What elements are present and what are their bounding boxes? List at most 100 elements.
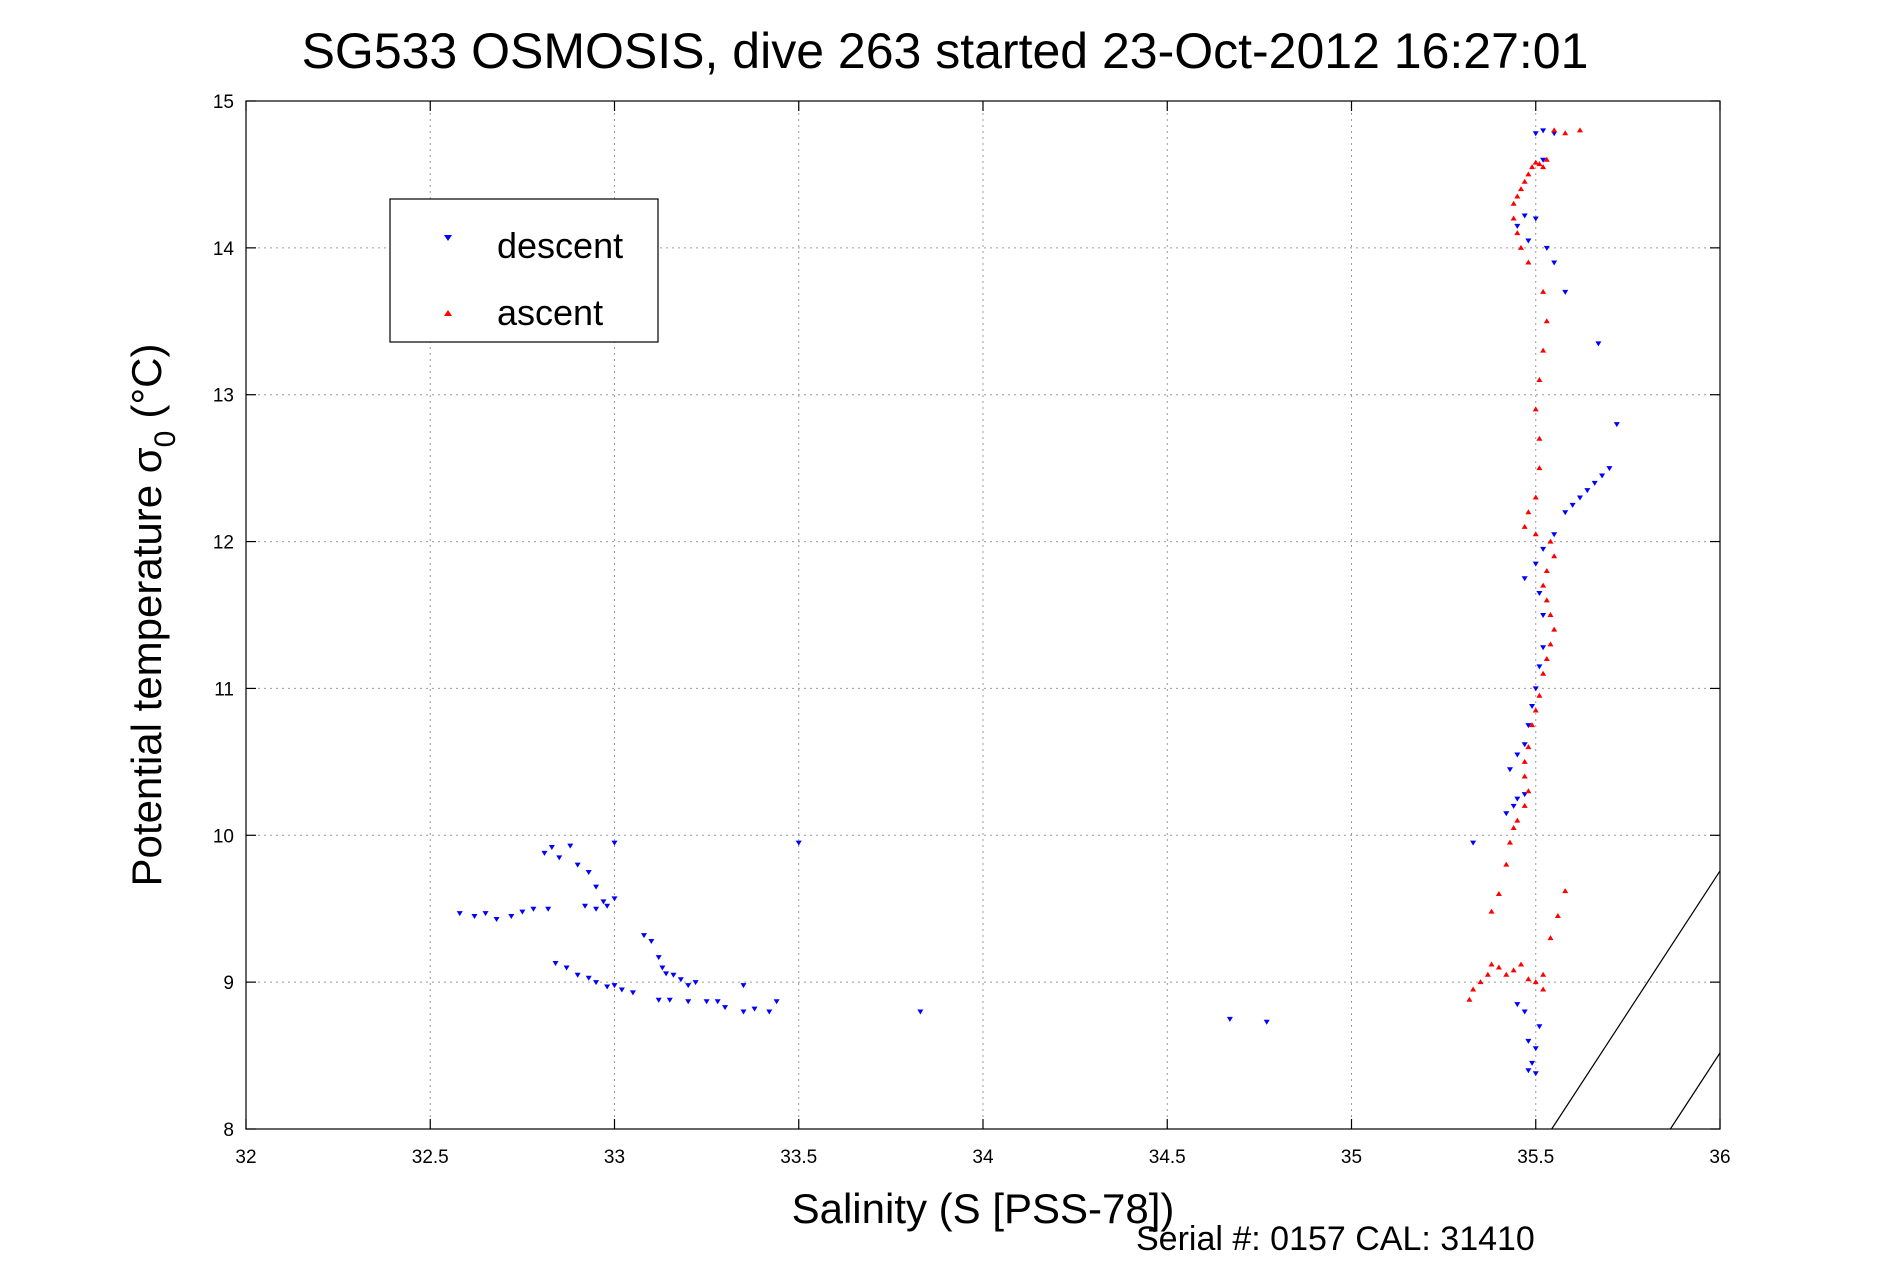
ascent-point [1470, 986, 1477, 992]
descent-point [604, 903, 611, 909]
ascent-point [1529, 164, 1536, 170]
descent-point [1584, 488, 1591, 494]
descent-point [1591, 480, 1598, 486]
y-tick-label: 15 [213, 92, 234, 113]
descent-point [666, 997, 673, 1003]
ascent-series [1466, 127, 1583, 1002]
ascent-point [1525, 744, 1532, 750]
ascent-point [1536, 692, 1543, 698]
ascent-point [1532, 531, 1539, 537]
y-axis-label-subscript: 0 [149, 431, 182, 448]
descent-point [740, 983, 747, 989]
y-tick-label: 13 [213, 386, 234, 407]
x-tick-label: 36 [1709, 1147, 1730, 1168]
descent-point [751, 1006, 758, 1012]
x-tick-label: 33 [604, 1147, 625, 1168]
x-tick-label: 34 [972, 1147, 994, 1168]
ascent-point [1543, 318, 1550, 324]
legend-marker-ascent [444, 310, 452, 316]
descent-point [1606, 466, 1613, 472]
descent-point [611, 840, 618, 846]
descent-point [1525, 1038, 1532, 1044]
descent-point [917, 1009, 924, 1015]
ascent-point [1514, 817, 1521, 823]
descent-point [670, 972, 677, 978]
y-axis-label-unit: (°C) [123, 344, 170, 419]
ascent-point [1510, 200, 1517, 206]
descent-point [1514, 1002, 1521, 1008]
ascent-point [1532, 406, 1539, 412]
descent-point [1510, 803, 1517, 809]
ascent-point [1543, 156, 1550, 162]
ascent-point [1536, 465, 1543, 471]
descent-point [1529, 1060, 1536, 1066]
ascent-point [1576, 127, 1583, 133]
ascent-point [1525, 788, 1532, 794]
ascent-point [1540, 670, 1547, 676]
descent-point [685, 983, 692, 989]
y-axis-label: Potential temperature σ0 (°C) [123, 344, 182, 887]
x-tick-label: 35 [1341, 1147, 1362, 1168]
descent-point [1536, 1024, 1543, 1030]
ascent-point [1529, 722, 1536, 728]
descent-point [582, 903, 589, 909]
ascent-point [1521, 523, 1528, 529]
descent-point [1595, 341, 1602, 347]
descent-point [1551, 260, 1558, 266]
contour-line [1551, 870, 1721, 1130]
y-tick-label: 14 [213, 239, 235, 260]
legend: descent ascent [389, 198, 659, 343]
descent-point [1569, 502, 1576, 508]
descent-point [1532, 216, 1539, 222]
ascent-point [1536, 161, 1543, 167]
descent-point [1540, 546, 1547, 552]
descent-point [1551, 532, 1558, 538]
descent-point [1532, 686, 1539, 692]
ascent-point [1547, 935, 1554, 941]
descent-point [1263, 1019, 1270, 1025]
descent-point [773, 999, 780, 1005]
descent-point [493, 916, 500, 922]
descent-point [1521, 1009, 1528, 1015]
y-tick-label: 8 [223, 1120, 234, 1141]
ascent-point [1547, 538, 1554, 544]
contour-line [1669, 1052, 1721, 1130]
descent-point [1514, 223, 1521, 229]
ascent-point [1521, 773, 1528, 779]
descent-point [1521, 576, 1528, 582]
descent-point [1540, 645, 1547, 651]
descent-point [1525, 723, 1532, 729]
ascent-point [1484, 971, 1491, 977]
descent-point [1532, 131, 1539, 137]
ascent-point [1547, 641, 1554, 647]
descent-point [556, 855, 563, 861]
descent-point [563, 965, 570, 971]
descent-point [548, 845, 555, 851]
descent-point [456, 911, 463, 917]
descent-point [1562, 289, 1569, 295]
descent-point [722, 1005, 729, 1011]
ascent-point [1543, 656, 1550, 662]
ascent-point [1506, 839, 1513, 845]
descent-point [1532, 561, 1539, 567]
serial-cal-footer: Serial #: 0157 CAL: 31410 [1136, 1220, 1535, 1258]
descent-point [530, 906, 537, 912]
descent-point [618, 987, 625, 993]
ascent-point [1532, 159, 1539, 165]
ascent-point [1525, 171, 1532, 177]
y-tick-label: 11 [214, 679, 234, 700]
descent-point [574, 972, 581, 978]
ascent-point [1543, 597, 1550, 603]
descent-point [1521, 742, 1528, 748]
descent-point [567, 843, 574, 849]
descent-point [629, 990, 636, 996]
descent-point [545, 906, 552, 912]
ascent-point [1518, 186, 1525, 192]
ascent-point [1495, 891, 1502, 897]
descent-point [1540, 128, 1547, 134]
ascent-point [1477, 979, 1484, 985]
descent-point [1576, 495, 1583, 501]
ascent-point [1532, 494, 1539, 500]
descent-point [1536, 664, 1543, 670]
